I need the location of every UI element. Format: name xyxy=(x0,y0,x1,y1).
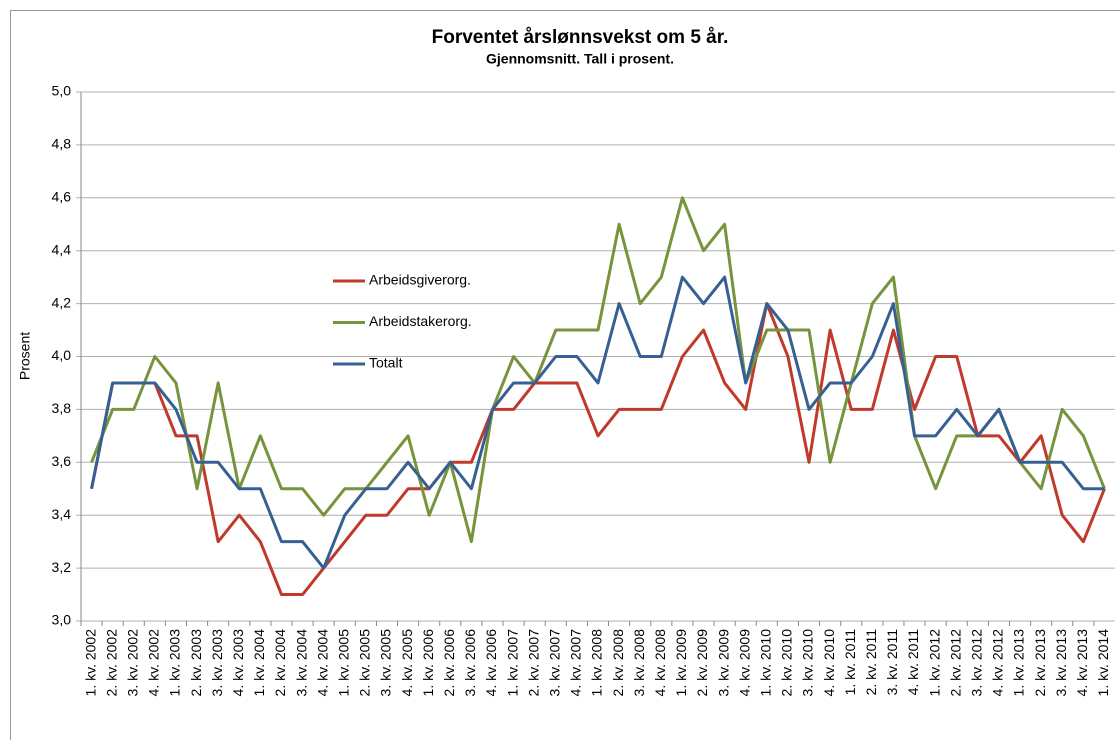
chart-title: Forventet årslønnsvekst om 5 år. xyxy=(432,27,729,48)
x-tick-label: 3. kv. 2004 xyxy=(293,629,309,697)
legend-label: Arbeidsgiverorg. xyxy=(369,272,471,288)
x-tick-label: 3. kv. 2006 xyxy=(462,629,478,697)
x-tick-label: 2. kv. 2007 xyxy=(525,629,541,697)
x-tick-label: 1. kv. 2003 xyxy=(167,629,183,697)
x-tick-label: 3. kv. 2005 xyxy=(378,629,394,697)
series-line xyxy=(90,196,1106,544)
x-tick-label: 4. kv. 2012 xyxy=(990,629,1006,697)
x-tick-label: 2. kv. 2002 xyxy=(103,629,119,697)
chart-frame xyxy=(10,10,1120,740)
x-tick-label: 3. kv. 2007 xyxy=(546,629,562,697)
x-tick-label: 1. kv. 2009 xyxy=(673,629,689,697)
x-tick-label: 1. kv. 2014 xyxy=(1095,629,1111,697)
x-tick-label: 1. kv. 2010 xyxy=(758,629,774,697)
x-tick-label: 2. kv. 2011 xyxy=(863,629,879,696)
series-line xyxy=(90,302,1106,597)
x-tick-label: 1. kv. 2013 xyxy=(1011,629,1027,697)
y-tick-label: 3,4 xyxy=(52,506,72,522)
x-tick-label: 3. kv. 2002 xyxy=(124,629,140,697)
x-tick-label: 4. kv. 2004 xyxy=(314,629,330,697)
y-tick-label: 3,8 xyxy=(52,400,72,416)
x-tick-label: 2. kv. 2009 xyxy=(694,629,710,697)
legend-label: Totalt xyxy=(369,355,403,371)
y-tick-label: 4,6 xyxy=(52,189,72,205)
x-tick-label: 1. kv. 2011 xyxy=(842,629,858,696)
x-tick-label: 4. kv. 2013 xyxy=(1074,629,1090,697)
x-tick-label: 1. kv. 2008 xyxy=(589,629,605,697)
series-line xyxy=(90,275,1105,570)
chart-subtitle: Gjennomsnitt. Tall i prosent. xyxy=(486,51,674,67)
x-tick-label: 1. kv. 2005 xyxy=(335,629,351,697)
x-tick-label: 2. kv. 2010 xyxy=(779,629,795,697)
y-tick-label: 4,4 xyxy=(52,241,72,257)
x-tick-label: 4. kv. 2002 xyxy=(146,629,162,697)
y-tick-label: 3,0 xyxy=(52,612,72,628)
legend-label: Arbeidstakerorg. xyxy=(369,313,472,329)
x-tick-label: 3. kv. 2010 xyxy=(800,629,816,697)
y-tick-label: 3,2 xyxy=(52,559,72,575)
x-tick-label: 4. kv. 2003 xyxy=(230,629,246,697)
x-tick-label: 4. kv. 2007 xyxy=(568,629,584,697)
x-tick-label: 2. kv. 2013 xyxy=(1032,629,1048,697)
x-tick-label: 2. kv. 2003 xyxy=(188,629,204,697)
x-tick-label: 3. kv. 2013 xyxy=(1053,629,1069,697)
x-tick-label: 1. kv. 2007 xyxy=(504,629,520,697)
x-tick-label: 2. kv. 2008 xyxy=(610,629,626,697)
y-axis-label: Prosent xyxy=(17,332,33,380)
y-tick-label: 3,6 xyxy=(52,453,72,469)
x-tick-label: 3. kv. 2012 xyxy=(969,629,985,697)
x-tick-label: 4. kv. 2006 xyxy=(483,629,499,697)
x-tick-label: 1. kv. 2006 xyxy=(420,629,436,697)
x-tick-label: 4. kv. 2010 xyxy=(821,629,837,697)
x-tick-label: 2. kv. 2004 xyxy=(272,629,288,697)
x-tick-label: 3. kv. 2011 xyxy=(884,629,900,696)
x-tick-label: 2. kv. 2005 xyxy=(357,629,373,697)
x-tick-label: 1. kv. 2004 xyxy=(251,629,267,697)
x-tick-label: 2. kv. 2006 xyxy=(441,629,457,697)
y-tick-label: 5,0 xyxy=(52,83,72,99)
y-tick-label: 4,0 xyxy=(52,347,72,363)
x-tick-label: 1. kv. 2002 xyxy=(82,629,98,697)
y-tick-label: 4,8 xyxy=(52,136,72,152)
x-tick-label: 1. kv. 2012 xyxy=(926,629,942,697)
x-tick-label: 4. kv. 2009 xyxy=(736,629,752,697)
x-tick-label: 2. kv. 2012 xyxy=(947,629,963,697)
x-tick-label: 3. kv. 2003 xyxy=(209,629,225,697)
x-tick-label: 3. kv. 2009 xyxy=(715,629,731,697)
x-tick-label: 3. kv. 2008 xyxy=(631,629,647,697)
x-tick-label: 4. kv. 2005 xyxy=(399,629,415,697)
y-tick-label: 4,2 xyxy=(52,294,72,310)
x-tick-label: 4. kv. 2008 xyxy=(652,629,668,697)
x-tick-label: 4. kv. 2011 xyxy=(905,629,921,696)
